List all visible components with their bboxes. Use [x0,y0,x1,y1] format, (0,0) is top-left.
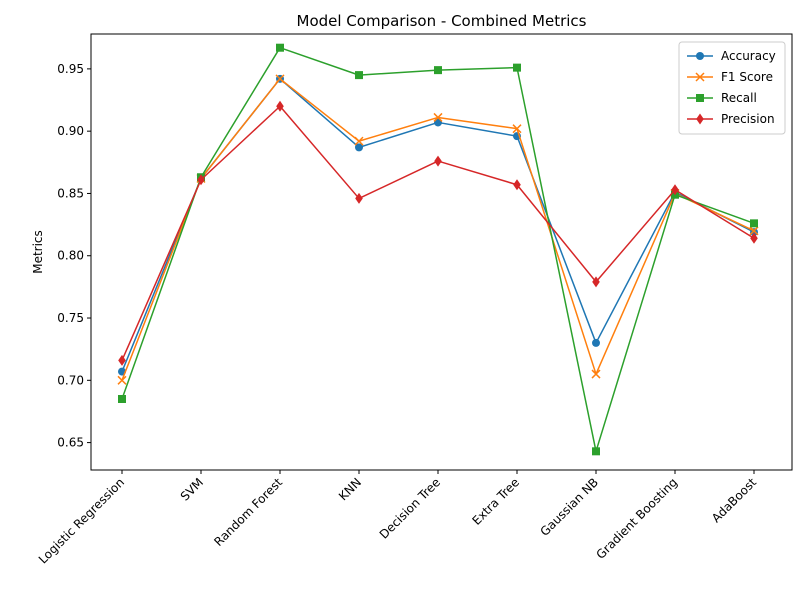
series-precision [118,100,758,366]
legend-label: Accuracy [721,49,776,63]
x-tick-label: Extra Tree [469,475,522,528]
y-axis-label: Metrics [31,230,45,274]
legend-marker [696,94,704,102]
data-point [750,232,758,244]
data-point [355,143,363,152]
x-tick-label: Random Forest [211,475,285,549]
legend-entry: Precision [687,112,775,126]
legend-label: Recall [721,91,757,105]
data-point [512,124,522,134]
data-point [355,192,363,204]
y-tick-label: 0.85 [57,186,84,200]
legend-entry: Recall [687,91,757,105]
y-tick-label: 0.75 [57,311,84,325]
x-tick-label: Decision Tree [377,475,443,541]
legend-entry: Accuracy [687,49,776,63]
legend-label: Precision [721,112,775,126]
data-point [433,112,443,122]
x-axis: Logistic Regression SVM Random Forest KNN De… [36,470,759,567]
y-tick-label: 0.65 [57,436,84,450]
legend-entry: F1 Score [687,70,773,84]
legend-box [678,41,786,135]
data-point [434,66,442,75]
y-axis: 0.65 0.70 0.75 0.80 0.85 0.90 0.95 [57,62,91,450]
data-point [750,219,758,228]
y-tick-label: 0.90 [57,124,84,138]
data-point [749,226,759,236]
y-tick-label: 0.80 [57,249,84,263]
chart-title: Model Comparison - Combined Metrics [297,12,587,30]
data-point [118,354,126,366]
data-point [276,43,284,52]
x-tick-label: KNN [336,475,364,503]
data-point [355,71,363,80]
data-point [591,369,601,379]
y-tick-label: 0.70 [57,373,84,387]
plot-area [90,33,793,471]
data-point [513,179,521,191]
y-tick-label: 0.95 [57,62,84,76]
data-point [592,276,600,288]
data-point [513,63,521,72]
data-point [354,136,364,146]
data-point [671,184,679,196]
legend: Accuracy F1 Score Recall Precision [678,41,786,135]
legend-marker [696,52,704,60]
x-tick-label: Gradient Boosting [594,475,681,562]
data-point [275,74,285,84]
data-point [592,447,600,456]
data-point [197,174,205,186]
data-point [276,100,284,112]
data-point [118,394,126,403]
x-tick-label: Gaussian NB [537,475,601,539]
data-point [117,375,127,385]
legend-marker [695,72,705,82]
legend-label: F1 Score [721,70,773,84]
x-tick-label: AdaBoost [709,475,759,525]
legend-marker [696,113,704,125]
data-point [434,155,442,167]
x-tick-label: SVM [178,475,206,503]
series-layer [117,43,759,456]
data-point [592,338,600,347]
x-tick-label: Logistic Regression [36,475,127,566]
